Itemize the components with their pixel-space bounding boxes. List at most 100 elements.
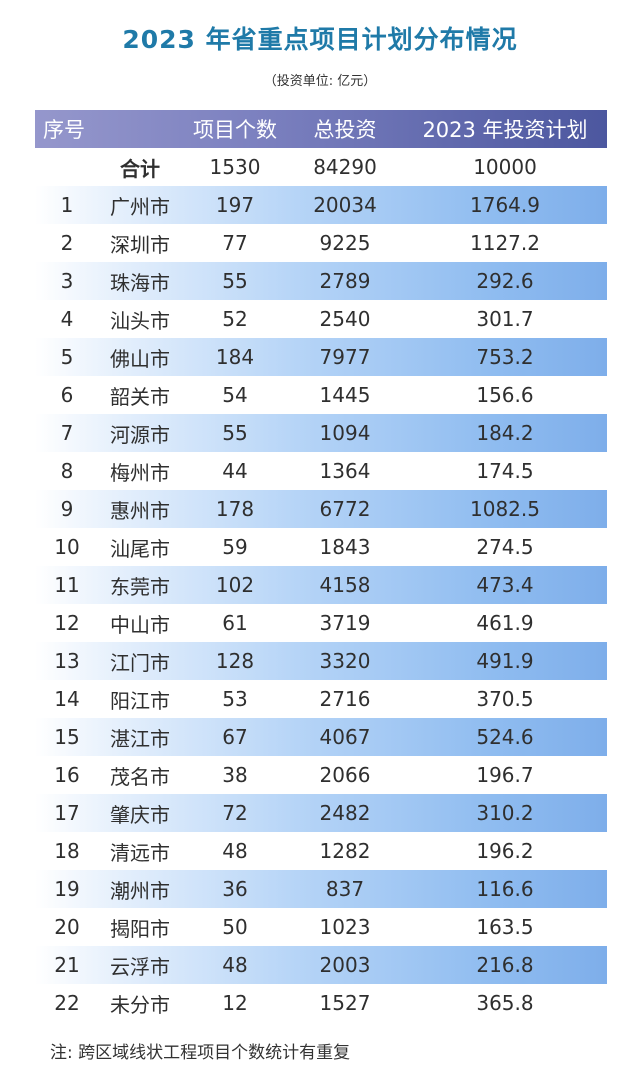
row-index: 6 <box>60 383 74 407</box>
plan-2023: 196.2 <box>476 839 534 863</box>
total-investment: 6772 <box>319 497 371 521</box>
city-name: 汕头市 <box>110 308 170 333</box>
total-investment: 1364 <box>319 459 371 483</box>
project-count: 48 <box>222 839 248 863</box>
table-row: 13 江门市 128 3320 491.9 <box>35 642 607 680</box>
table-row: 15 湛江市 67 4067 524.6 <box>35 718 607 756</box>
project-count: 102 <box>215 573 255 597</box>
city-name: 阳江市 <box>110 688 170 713</box>
project-count: 184 <box>215 345 255 369</box>
header-count: 项目个数 <box>193 118 277 142</box>
row-index: 14 <box>54 687 80 711</box>
project-count: 52 <box>222 307 248 331</box>
table-row: 9 惠州市 178 6772 1082.5 <box>35 490 607 528</box>
table-row: 10 汕尾市 59 1843 274.5 <box>35 528 607 566</box>
plan-2023: 461.9 <box>476 611 534 635</box>
city-name: 东莞市 <box>110 574 170 599</box>
row-index: 8 <box>60 459 74 483</box>
total-investment: 4067 <box>319 725 371 749</box>
row-index: 12 <box>54 611 80 635</box>
row-index: 9 <box>60 497 74 521</box>
row-index: 18 <box>54 839 80 863</box>
project-count: 128 <box>215 649 255 673</box>
city-name: 汕尾市 <box>110 536 170 561</box>
table-row: 4 汕头市 52 2540 301.7 <box>35 300 607 338</box>
table-row: 2 深圳市 77 9225 1127.2 <box>35 224 607 262</box>
project-count: 12 <box>222 991 248 1015</box>
project-count: 36 <box>222 877 248 901</box>
plan-2023: 491.9 <box>476 649 534 673</box>
project-count: 50 <box>222 915 248 939</box>
total-investment: 4158 <box>319 573 371 597</box>
city-name: 梅州市 <box>110 460 170 485</box>
unit-label: （投资单位: 亿元） <box>263 74 377 89</box>
header-index: 序号 <box>43 118 85 142</box>
city-name: 揭阳市 <box>110 916 170 941</box>
city-name: 湛江市 <box>110 726 170 751</box>
row-index: 15 <box>54 725 80 749</box>
city-name: 肇庆市 <box>110 802 170 827</box>
plan-2023: 1127.2 <box>470 231 540 255</box>
plan-2023: 365.8 <box>476 991 534 1015</box>
project-count: 72 <box>222 801 248 825</box>
plan-2023: 370.5 <box>476 687 534 711</box>
total-investment: 1527 <box>319 991 371 1015</box>
city-name: 惠州市 <box>110 498 170 523</box>
city-name: 深圳市 <box>110 232 170 257</box>
row-index: 5 <box>60 345 74 369</box>
total-row: 合计 1530 84290 10000 <box>35 148 607 186</box>
table-row: 19 潮州市 36 837 116.6 <box>35 870 607 908</box>
total-plan: 10000 <box>473 155 537 179</box>
row-index: 4 <box>60 307 74 331</box>
city-name: 江门市 <box>110 650 170 675</box>
total-investment: 20034 <box>313 193 377 217</box>
row-index: 22 <box>54 991 80 1015</box>
project-count: 61 <box>222 611 248 635</box>
project-count: 38 <box>222 763 248 787</box>
plan-2023: 216.8 <box>476 953 534 977</box>
row-index: 2 <box>60 231 74 255</box>
city-name: 潮州市 <box>110 878 170 903</box>
total-count: 1530 <box>209 155 261 179</box>
row-index: 10 <box>54 535 80 559</box>
row-index: 1 <box>60 193 74 217</box>
plan-2023: 174.5 <box>476 459 534 483</box>
table-row: 8 梅州市 44 1364 174.5 <box>35 452 607 490</box>
total-investment: 2066 <box>319 763 371 787</box>
row-index: 17 <box>54 801 80 825</box>
total-investment: 1282 <box>319 839 371 863</box>
plan-2023: 1082.5 <box>470 497 540 521</box>
plan-2023: 116.6 <box>476 877 534 901</box>
table-row: 18 清远市 48 1282 196.2 <box>35 832 607 870</box>
table-row: 1 广州市 197 20034 1764.9 <box>35 186 607 224</box>
plan-2023: 184.2 <box>476 421 534 445</box>
project-count: 59 <box>222 535 248 559</box>
table-row: 11 东莞市 102 4158 473.4 <box>35 566 607 604</box>
project-count: 54 <box>222 383 248 407</box>
footnote: 注: 跨区域线状工程项目个数统计有重复 <box>50 1043 351 1063</box>
city-name: 韶关市 <box>110 384 170 409</box>
total-investment: 2540 <box>319 307 371 331</box>
city-name: 佛山市 <box>110 346 170 371</box>
city-name: 未分市 <box>110 992 170 1017</box>
plan-2023: 274.5 <box>476 535 534 559</box>
plan-2023: 310.2 <box>476 801 534 825</box>
table-row: 17 肇庆市 72 2482 310.2 <box>35 794 607 832</box>
table-row: 21 云浮市 48 2003 216.8 <box>35 946 607 984</box>
row-index: 13 <box>54 649 80 673</box>
plan-2023: 196.7 <box>476 763 534 787</box>
total-investment: 1445 <box>319 383 371 407</box>
table-row: 7 河源市 55 1094 184.2 <box>35 414 607 452</box>
plan-2023: 1764.9 <box>470 193 540 217</box>
total-investment: 2716 <box>319 687 371 711</box>
investment-table: 序号 项目个数 总投资 2023 年投资计划 合计 1530 84290 100… <box>35 110 607 1022</box>
plan-2023: 301.7 <box>476 307 534 331</box>
total-investment: 1094 <box>319 421 371 445</box>
row-index: 16 <box>54 763 80 787</box>
plan-2023: 473.4 <box>476 573 534 597</box>
header-plan: 2023 年投资计划 <box>422 118 588 142</box>
table-row: 20 揭阳市 50 1023 163.5 <box>35 908 607 946</box>
table-row: 12 中山市 61 3719 461.9 <box>35 604 607 642</box>
total-investment: 1843 <box>319 535 371 559</box>
total-investment: 84290 <box>313 155 377 179</box>
